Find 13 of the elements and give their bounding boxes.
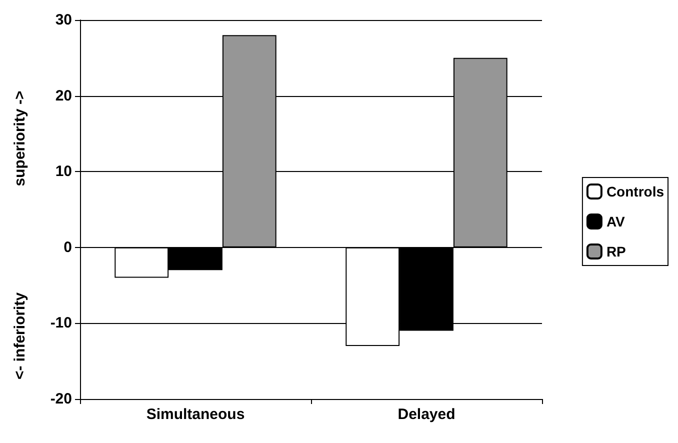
legend-label: AV [606, 214, 626, 230]
y-tick-label: 0 [64, 238, 72, 256]
legend-label: RP [606, 244, 626, 260]
y-tick-label: -10 [50, 314, 72, 332]
x-tick-label: Simultaneous [146, 406, 245, 423]
text: superiority -> [12, 90, 28, 186]
y-tick-label: 20 [55, 87, 72, 104]
x-tick-label: Delayed [398, 406, 456, 423]
y-tick-label: -20 [50, 390, 72, 408]
y-tick-label: 10 [55, 163, 72, 180]
y-tick-label: 30 [55, 12, 72, 28]
text: <- inferiority [12, 292, 28, 380]
legend-label: Controls [606, 184, 664, 200]
